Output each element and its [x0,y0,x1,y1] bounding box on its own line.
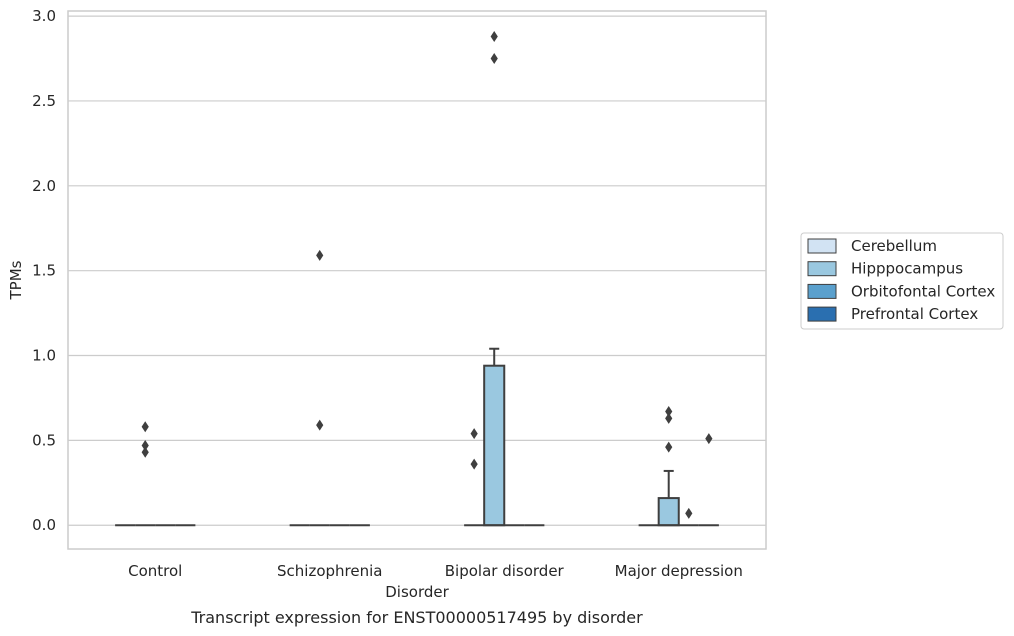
gridlines [68,15,766,526]
outlier-point [141,439,149,451]
outlier-point [705,433,713,445]
legend-label: Orbitofontal Cortex [851,282,995,300]
legend: Cerebellum Hipppocampus Orbitofontal Corte… [800,232,1004,330]
y-tick-label: 0.5 [32,431,56,449]
box-hipppocampus [657,406,680,527]
outlier-point [665,441,673,453]
outlier-point [316,249,324,261]
y-tick-label: 1.5 [32,262,56,280]
x-tick-label: Major depression [615,562,743,580]
box-orbitofontal-cortex [678,507,699,527]
legend-swatch [807,261,837,277]
legend-item: Cerebellum [807,237,937,255]
outlier-point [316,419,324,431]
outlier-point [665,406,673,418]
outlier-point [470,428,478,440]
y-axis-label: TPMs [7,260,25,300]
y-tick-label: 3.0 [32,7,56,25]
box-body [657,497,680,527]
box-prefrontal-cortex [698,433,719,527]
outlier-point [490,30,498,42]
chart-caption: Transcript expression for ENST0000051749… [190,608,643,627]
box-series [115,30,719,527]
outlier-point [665,412,673,424]
legend-item: Orbitofontal Cortex [807,282,995,300]
x-tick-label: Control [128,562,182,580]
legend-frame [800,232,1004,330]
outlier-point [141,446,149,458]
box-hipppocampus [483,30,506,527]
outlier-point [490,53,498,65]
y-tick-label: 0.0 [32,516,56,534]
box-hipppocampus [135,421,156,527]
legend-item: Hipppocampus [807,260,963,278]
x-axis-ticks: Control Schizophrenia Bipolar disorder Majo… [128,562,743,580]
legend-item: Prefrontal Cortex [807,305,978,323]
outlier-point [685,507,693,519]
y-tick-label: 2.0 [32,177,56,195]
y-tick-label: 2.5 [32,92,56,110]
y-tick-label: 1.0 [32,347,56,365]
y-axis-ticks: 0.0 0.5 1.0 1.5 2.0 2.5 3.0 [32,7,56,534]
legend-swatch [807,306,837,322]
outlier-point [141,421,149,433]
x-tick-label: Schizophrenia [277,562,382,580]
legend-label: Cerebellum [851,237,937,255]
box-hipppocampus [309,249,330,527]
plot-area-frame [67,10,767,550]
outlier-point [470,458,478,470]
box-body [483,364,506,527]
legend-swatch [807,283,837,299]
legend-label: Prefrontal Cortex [851,305,978,323]
legend-swatch [807,238,837,254]
x-tick-label: Bipolar disorder [445,562,565,580]
box-cerebellum [464,428,485,527]
x-axis-label: Disorder [385,583,449,601]
legend-label: Hipppocampus [851,260,963,278]
